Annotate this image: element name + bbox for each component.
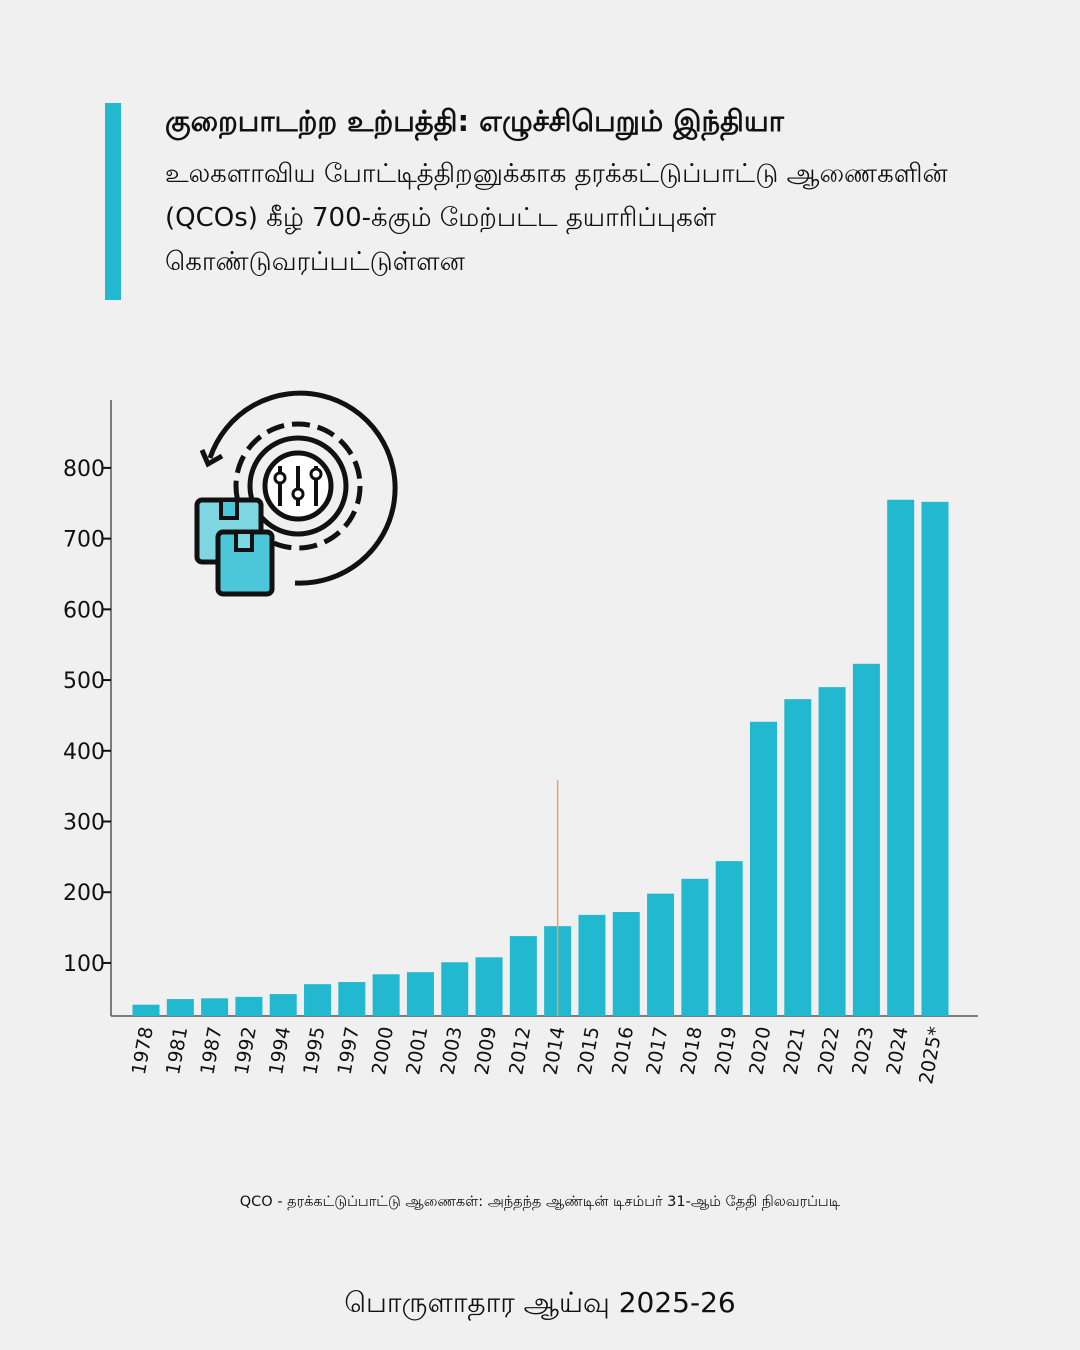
- bar-1992: [235, 996, 263, 1016]
- y-tick-label: 600: [63, 598, 105, 623]
- x-tick-label: 1992: [231, 1025, 261, 1076]
- x-tick-label: 2020: [745, 1025, 775, 1076]
- y-tick-label: 300: [63, 811, 105, 836]
- x-tick-label: 2018: [677, 1025, 707, 1076]
- x-tick-label: 2000: [368, 1025, 398, 1076]
- y-tick-label: 100: [63, 952, 105, 977]
- gear-sliders-boxes-icon: [194, 390, 398, 597]
- x-tick-label: 2016: [608, 1025, 638, 1076]
- bar-1995: [304, 984, 332, 1016]
- bar-2012: [509, 936, 537, 1016]
- bar-2017: [647, 893, 675, 1016]
- bar-2023: [852, 663, 880, 1016]
- bar-2025*: [921, 501, 949, 1016]
- x-tick-label: 2017: [642, 1025, 672, 1076]
- bar-2019: [715, 861, 743, 1016]
- bar-1981: [166, 999, 194, 1016]
- x-tick-label: 1997: [334, 1025, 364, 1076]
- y-tick-label: 800: [63, 457, 105, 482]
- x-tick-label: 2003: [437, 1025, 467, 1076]
- y-tick-label: 400: [63, 740, 105, 765]
- bar-2018: [681, 878, 709, 1016]
- bar-1994: [269, 994, 297, 1016]
- x-tick-label: 1994: [265, 1025, 295, 1076]
- bar-2003: [441, 962, 469, 1016]
- x-tick-label: 2014: [540, 1025, 570, 1076]
- x-tick-label: 2015: [574, 1025, 604, 1076]
- x-tick-label: 2023: [848, 1025, 878, 1076]
- x-tick-label: 1987: [196, 1025, 226, 1076]
- bar-2016: [612, 912, 640, 1016]
- bar-1997: [338, 982, 366, 1016]
- bar-2000: [372, 974, 400, 1016]
- bar-2001: [406, 972, 434, 1016]
- chart-subtitle: உலகளாவிய போட்டித்திறனுக்காக தரக்கட்டுப்ப…: [165, 159, 948, 277]
- chart-title: குறைபாடற்ற உற்பத்தி: எழுச்சிபெறும் இந்தி…: [165, 104, 784, 138]
- bar-2022: [818, 687, 846, 1016]
- source-label: பொருளாதார ஆய்வு 2025-26: [344, 1286, 736, 1319]
- y-tick-label: 500: [63, 669, 105, 694]
- y-tick-label: 700: [63, 528, 105, 553]
- x-tick-label: 2009: [471, 1025, 501, 1076]
- x-tick-label: 2025*: [915, 1025, 947, 1086]
- bar-2015: [578, 914, 606, 1016]
- x-tick-label: 2001: [402, 1025, 432, 1076]
- x-tick-label: 2019: [711, 1025, 741, 1076]
- bar-1987: [201, 998, 229, 1016]
- y-tick-label: 200: [63, 881, 105, 906]
- bar-2024: [887, 499, 915, 1016]
- bar-2021: [784, 699, 812, 1016]
- x-tick-label: 1995: [299, 1025, 329, 1076]
- accent-bar: [105, 103, 121, 300]
- x-tick-label: 2021: [780, 1025, 810, 1076]
- x-tick-label: 2012: [505, 1025, 535, 1076]
- x-tick-label: 1981: [162, 1025, 192, 1076]
- x-tick-label: 1978: [128, 1025, 158, 1076]
- bar-2020: [749, 721, 777, 1016]
- footnote: QCO - தரக்கட்டுப்பாட்டு ஆணைகள்: அந்தந்த …: [239, 1194, 841, 1210]
- bar-2009: [475, 957, 503, 1016]
- x-tick-label: 2022: [814, 1025, 844, 1076]
- x-tick-label: 2024: [883, 1025, 913, 1076]
- bar-1978: [132, 1004, 160, 1016]
